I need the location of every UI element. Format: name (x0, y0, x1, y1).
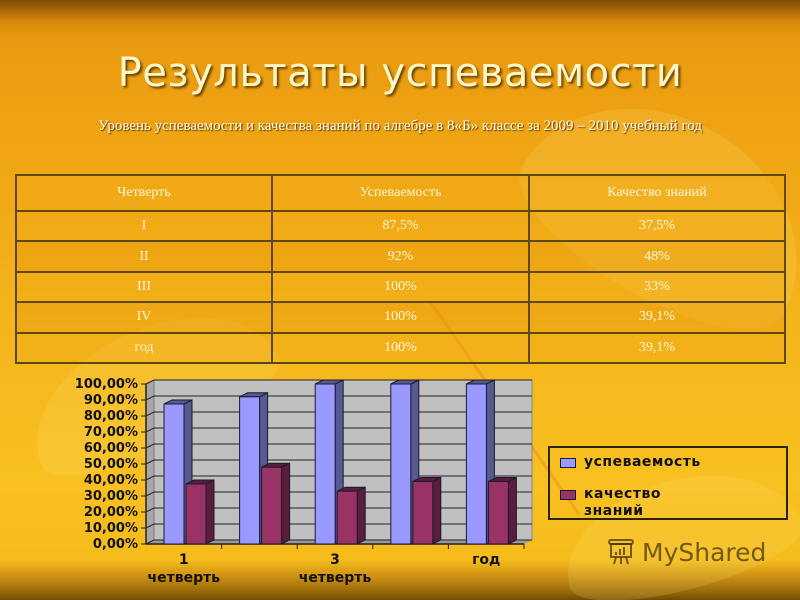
cell-progress: 100% (271, 301, 530, 334)
y-tick-label: 60,00% (84, 441, 138, 456)
results-table: Четверть Успеваемость Качество знаний I … (15, 174, 786, 365)
cell-progress: 92% (271, 240, 530, 273)
chart-bar (261, 466, 283, 545)
x-tick-label: четверть (148, 570, 221, 586)
cell-quality: 33% (528, 270, 786, 304)
cell-quarter: IV (15, 301, 273, 334)
chart-bar (465, 383, 487, 545)
chart-bar (239, 396, 261, 545)
cell-quarter: I (15, 209, 273, 243)
chart-bar (185, 483, 207, 545)
legend-item-quality: качество знаний (560, 486, 724, 520)
table-row: III 100% 33% (15, 270, 786, 304)
y-tick-label: 90,00% (84, 393, 138, 408)
chart-bar (390, 383, 412, 545)
y-tick-label: 80,00% (84, 409, 138, 424)
bar-chart: 0,00%10,00%20,00%30,00%40,00%50,00%60,00… (75, 377, 533, 586)
header-progress: Успеваемость (271, 174, 530, 212)
cell-quarter: III (15, 270, 273, 304)
header-quality: Качество знаний (528, 174, 786, 212)
chart-bar (412, 480, 434, 545)
legend-swatch-quality-icon (560, 490, 576, 500)
chart-bar (314, 383, 336, 545)
y-tick-label: 0,00% (93, 537, 138, 552)
table-header-row: Четверть Успеваемость Качество знаний (15, 174, 786, 212)
cell-quality: 48% (528, 240, 786, 273)
x-tick-label: 3 (330, 552, 340, 568)
table-row: год 100% 39,1% (15, 331, 786, 365)
watermark-text: MyShared (642, 537, 767, 567)
y-tick-label: 30,00% (84, 489, 138, 504)
y-tick-label: 100,00% (75, 377, 138, 392)
y-tick-label: 20,00% (84, 505, 138, 520)
cell-quality: 37,5% (528, 209, 786, 243)
cell-progress: 100% (271, 270, 530, 304)
y-tick-label: 10,00% (84, 521, 138, 536)
cell-progress: 87,5% (271, 209, 530, 243)
y-tick-label: 50,00% (84, 457, 138, 472)
cell-progress: 100% (271, 331, 530, 365)
legend-item-progress: успеваемость (560, 454, 701, 471)
legend-label: качество знаний (584, 486, 661, 519)
cell-quality: 39,1% (528, 301, 786, 334)
slide-subtitle: Уровень успеваемости и качества знаний п… (98, 118, 702, 134)
table-row: I 87,5% 37,5% (15, 209, 786, 243)
chart-bar (163, 403, 185, 545)
x-tick-label: четверть (299, 570, 372, 586)
presentation-board-icon (608, 539, 634, 565)
chart-bar (336, 490, 358, 545)
legend-swatch-progress-icon (560, 458, 576, 468)
cell-quarter: II (15, 240, 273, 273)
x-tick-label: 1 (179, 552, 189, 568)
cell-quality: 39,1% (528, 331, 786, 365)
y-tick-label: 70,00% (84, 425, 138, 440)
header-quarter: Четверть (15, 174, 273, 212)
x-tick-label: год (472, 552, 500, 568)
table-row: II 92% 48% (15, 240, 786, 273)
slide-title: Результаты успеваемости (117, 50, 683, 96)
chart-bar (487, 480, 509, 545)
watermark: MyShared (606, 537, 766, 567)
y-tick-label: 40,00% (84, 473, 138, 488)
chart-legend: успеваемость качество знаний (548, 446, 788, 520)
legend-label: успеваемость (584, 454, 701, 470)
table-row: IV 100% 39,1% (15, 301, 786, 334)
cell-quarter: год (15, 331, 273, 365)
